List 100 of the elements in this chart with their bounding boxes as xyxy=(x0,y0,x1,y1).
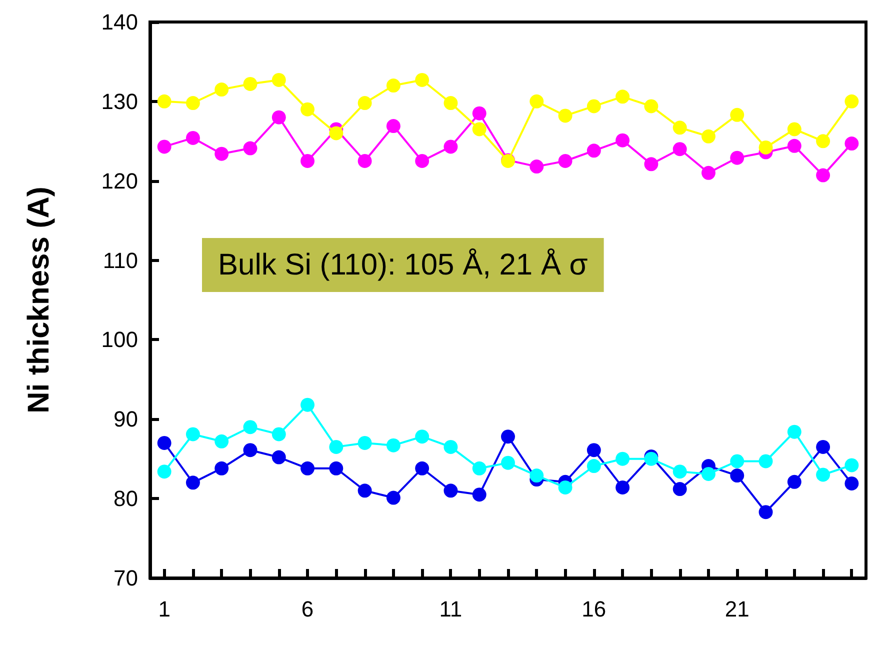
point xyxy=(472,461,486,476)
y-tick-label: 80 xyxy=(114,486,138,512)
point xyxy=(586,443,601,458)
point xyxy=(701,466,716,481)
point xyxy=(358,154,372,168)
point xyxy=(530,94,544,108)
point xyxy=(501,456,515,470)
point xyxy=(214,82,229,97)
point xyxy=(701,129,716,144)
point xyxy=(616,90,630,104)
point xyxy=(157,436,172,450)
point xyxy=(214,461,229,476)
point xyxy=(616,133,630,148)
point xyxy=(300,102,315,116)
point xyxy=(472,122,486,136)
point xyxy=(444,440,458,454)
y-tick-label: 100 xyxy=(101,327,138,352)
point xyxy=(558,154,572,168)
point xyxy=(730,150,744,165)
point xyxy=(644,157,658,172)
point xyxy=(157,464,172,479)
point xyxy=(672,142,687,156)
y-tick-label: 90 xyxy=(114,406,138,432)
point xyxy=(214,146,229,161)
point xyxy=(186,96,200,110)
point xyxy=(243,420,258,434)
y-tick-label: 140 xyxy=(101,10,138,34)
y-tick-label: 110 xyxy=(102,248,138,273)
point xyxy=(415,154,430,168)
point xyxy=(444,96,458,110)
point xyxy=(272,110,286,124)
point xyxy=(787,424,802,439)
point xyxy=(329,440,344,454)
point xyxy=(501,430,515,444)
point xyxy=(386,119,400,134)
point xyxy=(844,476,859,490)
point xyxy=(300,154,315,168)
point xyxy=(415,461,430,476)
point xyxy=(816,134,830,148)
point xyxy=(186,130,200,145)
point xyxy=(672,120,687,135)
x-tick-label: 11 xyxy=(439,596,462,622)
point xyxy=(730,468,744,483)
point xyxy=(758,454,773,468)
point xyxy=(358,96,372,110)
point xyxy=(644,99,658,114)
x-tick-label: 21 xyxy=(724,596,750,622)
point xyxy=(816,168,830,182)
point xyxy=(386,78,400,93)
point xyxy=(157,140,172,154)
point xyxy=(758,140,773,154)
point xyxy=(243,76,258,91)
point xyxy=(844,136,859,151)
point xyxy=(272,427,286,442)
point xyxy=(415,430,430,444)
point xyxy=(329,461,344,476)
point xyxy=(787,122,802,136)
point xyxy=(444,484,458,498)
y-axis-title: Ni thickness (A) xyxy=(22,186,56,414)
point xyxy=(844,94,859,108)
point xyxy=(444,140,458,154)
point xyxy=(415,72,430,87)
point xyxy=(272,72,286,87)
point xyxy=(472,106,486,120)
point xyxy=(386,490,400,505)
point xyxy=(243,443,258,458)
point xyxy=(386,438,400,452)
point xyxy=(730,454,744,468)
point xyxy=(816,440,830,454)
point xyxy=(272,450,286,464)
point xyxy=(730,108,744,122)
point xyxy=(586,144,601,158)
annotation: Bulk Si (110): 105 Å, 21 Å σ xyxy=(218,248,588,282)
x-tick-label: 1 xyxy=(158,596,170,622)
point xyxy=(358,436,372,450)
point xyxy=(186,427,200,442)
point xyxy=(672,482,687,496)
point xyxy=(558,480,572,494)
point xyxy=(214,434,229,448)
point xyxy=(844,458,859,472)
point xyxy=(530,160,544,174)
point xyxy=(329,126,344,140)
point xyxy=(616,480,630,494)
point xyxy=(558,108,572,123)
point xyxy=(787,138,802,153)
x-tick-label: 6 xyxy=(301,596,314,622)
point xyxy=(157,94,172,108)
point xyxy=(616,452,630,466)
point xyxy=(586,459,601,473)
y-tick-label: 120 xyxy=(101,168,138,194)
point xyxy=(472,488,486,502)
point xyxy=(787,474,802,489)
point xyxy=(816,468,830,482)
x-tick-label: 16 xyxy=(582,596,606,622)
point xyxy=(644,452,658,466)
y-tick-label: 70 xyxy=(114,566,138,590)
point xyxy=(243,141,258,156)
point xyxy=(300,461,315,476)
point xyxy=(758,505,773,520)
point xyxy=(672,464,687,479)
